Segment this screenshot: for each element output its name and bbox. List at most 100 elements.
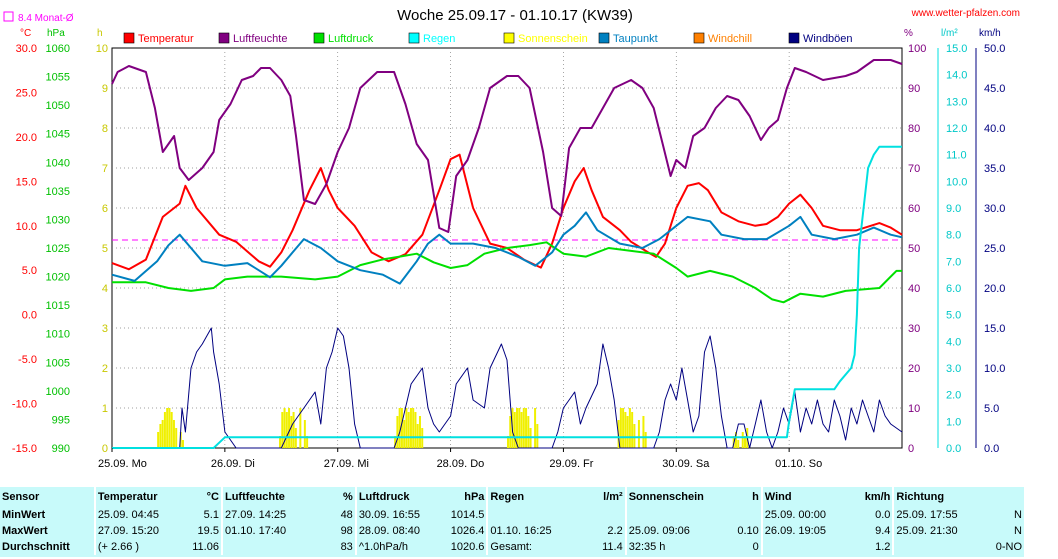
- hdr-luftdruck-unit: hPa: [464, 491, 485, 503]
- sunshine-bar: [734, 432, 737, 448]
- sunshine-bar: [157, 432, 160, 448]
- temp-min-time: 25.09. 04:45: [93, 507, 181, 523]
- sunshine-bar: [631, 412, 634, 448]
- legend-label: Luftdruck: [328, 33, 374, 45]
- rain-tick-label: 10.0: [946, 176, 967, 188]
- sunshine-bar: [744, 436, 746, 448]
- sunshine-bar: [292, 412, 295, 448]
- hum-max-value: 98: [340, 525, 353, 537]
- sunshine-unit-label: h: [97, 28, 103, 39]
- sunshine-bar: [398, 408, 401, 448]
- rain-avg-time: Gesamt:: [486, 539, 580, 555]
- temperature-tick-label: -10.0: [12, 399, 37, 411]
- humidity-tick-label: 90: [908, 83, 920, 95]
- temp-max-time: 27.09. 15:20: [93, 523, 181, 539]
- stats-row-max: MaxWert 27.09. 15:20 19.5 01.10. 17:40 9…: [0, 523, 1024, 539]
- sunshine-bar: [163, 412, 166, 448]
- rain-tick-label: 5.0: [946, 310, 961, 322]
- rain-tick-label: 14.0: [946, 70, 967, 82]
- rain-tick-label: 13.0: [946, 96, 967, 108]
- temperature-tick-label: 5.0: [22, 265, 37, 277]
- sunshine-bar: [170, 412, 173, 448]
- sunshine-tick-label: 9: [102, 83, 108, 95]
- sunshine-bar: [172, 420, 175, 448]
- sunshine-bar: [628, 408, 631, 448]
- legend-swatch: [123, 32, 135, 44]
- wind-tick-label: 40.0: [984, 123, 1005, 135]
- sunshine-bar: [394, 436, 397, 448]
- rain-tick-label: 6.0: [946, 283, 961, 295]
- rain-unit-label: l/m²: [941, 28, 958, 39]
- legend-swatch: [408, 32, 420, 44]
- hdr-regen-unit: l/m²: [603, 491, 623, 503]
- sunshine-bar: [418, 416, 421, 448]
- dir-min-value: N: [1014, 509, 1022, 521]
- sunshine-bar: [407, 412, 410, 448]
- sunshine-bar: [290, 416, 293, 448]
- sunshine-bar: [288, 408, 291, 448]
- sunshine-bar: [403, 420, 406, 448]
- hdr-sonnenschein-unit: h: [752, 491, 759, 503]
- pressure-tick-label: 1025: [46, 243, 70, 255]
- dir-max-value: N: [1014, 525, 1022, 537]
- hum-max-time: 01.10. 17:40: [220, 523, 315, 539]
- sunshine-bar: [619, 408, 622, 448]
- pressure-unit-label: hPa: [47, 28, 65, 39]
- sunshine-bar: [626, 416, 629, 448]
- sunshine-bar: [509, 416, 512, 448]
- humidity-unit-label: %: [904, 28, 913, 39]
- sunshine-bar: [303, 420, 306, 448]
- sun-max-time: 25.09. 09:06: [624, 523, 721, 539]
- row-label: MaxWert: [2, 525, 48, 537]
- wind-unit-label: km/h: [979, 28, 1001, 39]
- sunshine-bar: [179, 432, 182, 448]
- sunshine-bar: [622, 408, 625, 448]
- sunshine-bar: [405, 408, 408, 448]
- month-avg-label: 8.4 Monat-Ø: [18, 13, 74, 24]
- x-tick-label: 01.10. So: [775, 458, 822, 470]
- series-line-temperatur: [111, 153, 903, 271]
- wind-avg-time: [760, 539, 848, 555]
- humidity-tick-label: 50: [908, 243, 920, 255]
- sunshine-bar: [741, 432, 744, 448]
- wind-max-time: 26.09. 19:05: [760, 523, 848, 539]
- sun-min-value: [721, 507, 762, 523]
- series-line-taupunkt: [111, 211, 903, 285]
- sunshine-tick-label: 3: [102, 323, 108, 335]
- wind-min-time: 25.09. 00:00: [760, 507, 848, 523]
- press-avg-time: ^1.0hPa/h: [354, 539, 442, 555]
- x-tick-label: 30.09. Sa: [662, 458, 710, 470]
- rain-tick-label: 1.0: [946, 416, 961, 428]
- humidity-tick-label: 0: [908, 443, 914, 455]
- website-label: www.wetter-pfalzen.com: [911, 8, 1020, 19]
- pressure-tick-label: 1030: [46, 214, 70, 226]
- sunshine-bar: [285, 412, 288, 448]
- legend-label: Regen: [423, 33, 455, 45]
- pressure-tick-label: 1020: [46, 272, 70, 284]
- sunshine-bar: [644, 432, 647, 448]
- stats-row-min: MinWert 25.09. 04:45 5.1 27.09. 14:25 48…: [0, 507, 1024, 523]
- x-tick-label: 29.09. Fr: [549, 458, 593, 470]
- rain-max-value: 2.2: [607, 525, 623, 537]
- temperature-tick-label: 15.0: [16, 176, 37, 188]
- humidity-tick-label: 20: [908, 363, 920, 375]
- statistics-table: Sensor Temperatur °C Luftfeuchte % Luftd…: [0, 487, 1024, 557]
- press-min-time: 30.09. 16:55: [354, 507, 442, 523]
- wind-tick-label: 15.0: [984, 323, 1005, 335]
- weather-chart: Woche 25.09.17 - 01.10.17 (KW39) www.wet…: [3, 7, 1020, 470]
- x-tick-label: 27.09. Mi: [324, 458, 369, 470]
- wind-tick-label: 25.0: [984, 243, 1005, 255]
- grid-lines: [112, 48, 902, 448]
- wind-tick-label: 30.0: [984, 203, 1005, 215]
- sunshine-bar: [279, 436, 282, 448]
- sunshine-bar: [624, 412, 627, 448]
- sunshine-tick-label: 7: [102, 163, 108, 175]
- wind-avg-value: 1.2: [875, 541, 891, 553]
- sunshine-bar: [633, 424, 636, 448]
- sunshine-bar: [281, 412, 284, 448]
- sunshine-bar: [637, 420, 640, 448]
- hdr-regen: Regen: [486, 487, 580, 507]
- hum-avg-time: [220, 539, 315, 555]
- sunshine-bars: [157, 408, 749, 448]
- sunshine-bar: [181, 440, 184, 448]
